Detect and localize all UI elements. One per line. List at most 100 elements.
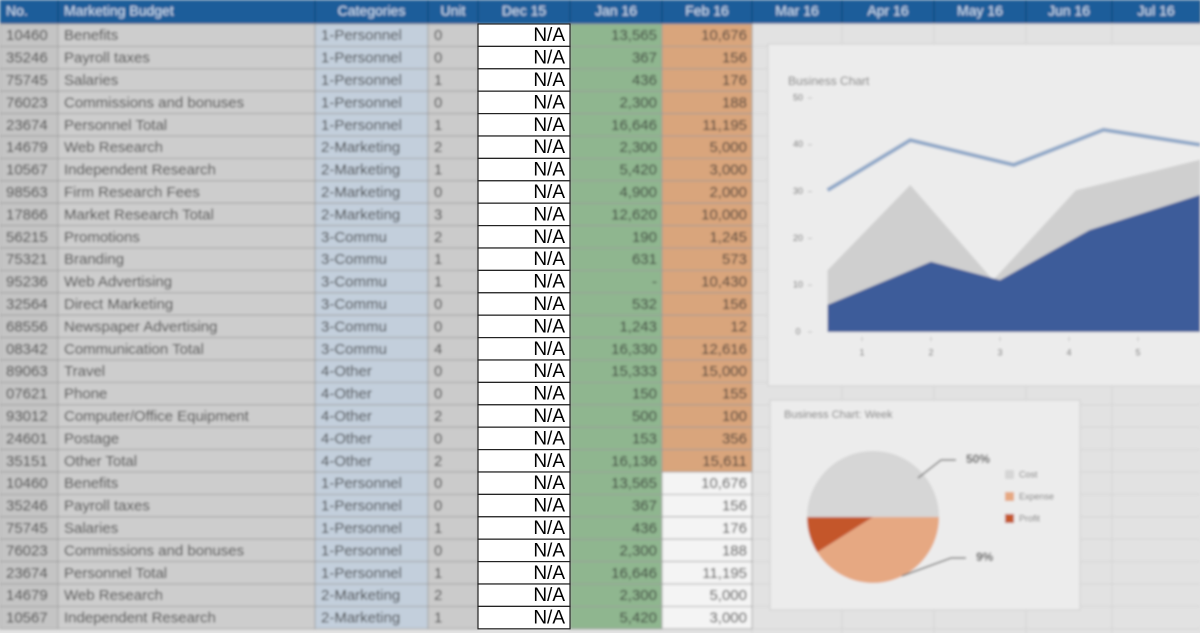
cell-text: 2 [434,229,442,246]
cell-text: 1-Personnel [321,498,402,515]
cell-text: 75745 [6,72,48,89]
column-header: Marketing Budget [64,3,174,19]
cell-text: 0 [434,50,442,67]
cell-text: 1-Personnel [321,27,402,44]
cell-text: 10,676 [701,27,747,44]
column-header: Jan 16 [595,3,637,19]
cell [569,269,663,294]
legend-swatch [1005,492,1014,501]
cell-text: 2-Marketing [321,206,400,223]
cell-text: 1-Personnel [321,520,402,537]
cell-text: 0 [434,363,442,380]
cell-text: 0 [434,318,442,335]
cell-text: Web Advertising [64,274,172,291]
column-header: Dec 15 [502,3,547,19]
y-tick-label: 10 [793,280,803,290]
pie-slice [807,451,939,517]
cell-text: 10460 [6,27,48,44]
y-tick-label: 0 [795,326,800,336]
cell-text: 2 [434,453,442,470]
legend-swatch [1005,470,1014,479]
cell-text: 2,300 [619,542,657,559]
cell-text: N/A [533,160,565,181]
cell-text: 0 [434,386,442,403]
cell-text: 0 [434,296,442,313]
cell-text: 2,300 [619,139,657,156]
cell-text: Postage [64,430,119,447]
cell-text: 188 [722,94,747,111]
column-header: No. [6,3,28,19]
cell-text: 5,420 [619,610,657,627]
cell-text: 3 [434,206,442,223]
cell-text: N/A [533,137,565,158]
cell-text: 0 [434,184,442,201]
cell-text: 1-Personnel [321,475,402,492]
y-tick-label: 40 [793,139,803,149]
cell-text: N/A [533,585,565,606]
cell-text: - [652,274,657,291]
cell-text: 1 [434,274,442,291]
chart-title: Business Chart [788,74,870,88]
column-header: Unit [441,3,466,19]
cell-text: 4 [434,341,442,358]
cell-text: 10567 [6,610,48,627]
cell-text: Payroll taxes [64,498,150,515]
line [826,127,1200,192]
cell-text: 0 [434,94,442,111]
cell-text: 176 [722,72,747,89]
cell-text: 176 [722,520,747,537]
cell-text: N/A [533,272,565,293]
cell-text: 10,000 [701,206,747,223]
y-tick-label: 20 [793,233,803,243]
cell-text: N/A [533,70,565,91]
cell-text: 24601 [6,430,48,447]
cell-text: N/A [533,25,565,46]
cell-text: Communication Total [64,341,204,358]
cell-text: 3-Commu [321,341,387,358]
column-header: Apr 16 [867,3,908,19]
cell-text: Computer/Office Equipment [64,408,250,425]
cell-text: 3-Commu [321,274,387,291]
cell-text: Salaries [64,72,118,89]
cell-text: 3-Commu [321,296,387,313]
legend-swatch [1005,514,1014,523]
cell-text: N/A [533,428,565,449]
cell-text: 56215 [6,229,48,246]
cell-text: 356 [722,430,747,447]
cell-text: N/A [533,204,565,225]
cell-text: 4-Other [321,408,372,425]
cell-text: N/A [533,451,565,472]
y-tick-label: 30 [793,186,803,196]
cell-text: 1 [434,162,442,179]
cell-text: 2,300 [619,94,657,111]
cell-text: N/A [533,48,565,69]
cell-text: 14679 [6,587,48,604]
cell-text: 5,000 [709,587,747,604]
column-header: Jun 16 [1048,3,1090,19]
cell-text: 5,000 [709,139,747,156]
cell-text: 4-Other [321,363,372,380]
x-tick-label: 2 [928,347,933,357]
cell-text: Branding [64,251,124,268]
data-label: 50% [966,452,990,466]
pie-slice [817,517,939,584]
cell-text: Personnel Total [64,565,167,582]
cell-text: 98563 [6,184,48,201]
cell-text: 1 [434,520,442,537]
cell [477,605,571,630]
pie-slice [807,517,873,553]
cell-text: 156 [722,50,747,67]
cell-text: 16,646 [611,565,657,582]
x-tick-label: 4 [1066,347,1071,357]
cell-text: 0 [434,542,442,559]
cell-text: N/A [533,473,565,494]
cell-text: 631 [632,251,657,268]
cell-text: 3-Commu [321,229,387,246]
cell-text: 23674 [6,565,48,582]
cell-text: N/A [533,406,565,427]
cell-text: 08342 [6,341,48,358]
cell-text: 95236 [6,274,48,291]
cell-text: Other Total [64,453,137,470]
cell-text: N/A [533,316,565,337]
cell-text: 500 [632,408,657,425]
